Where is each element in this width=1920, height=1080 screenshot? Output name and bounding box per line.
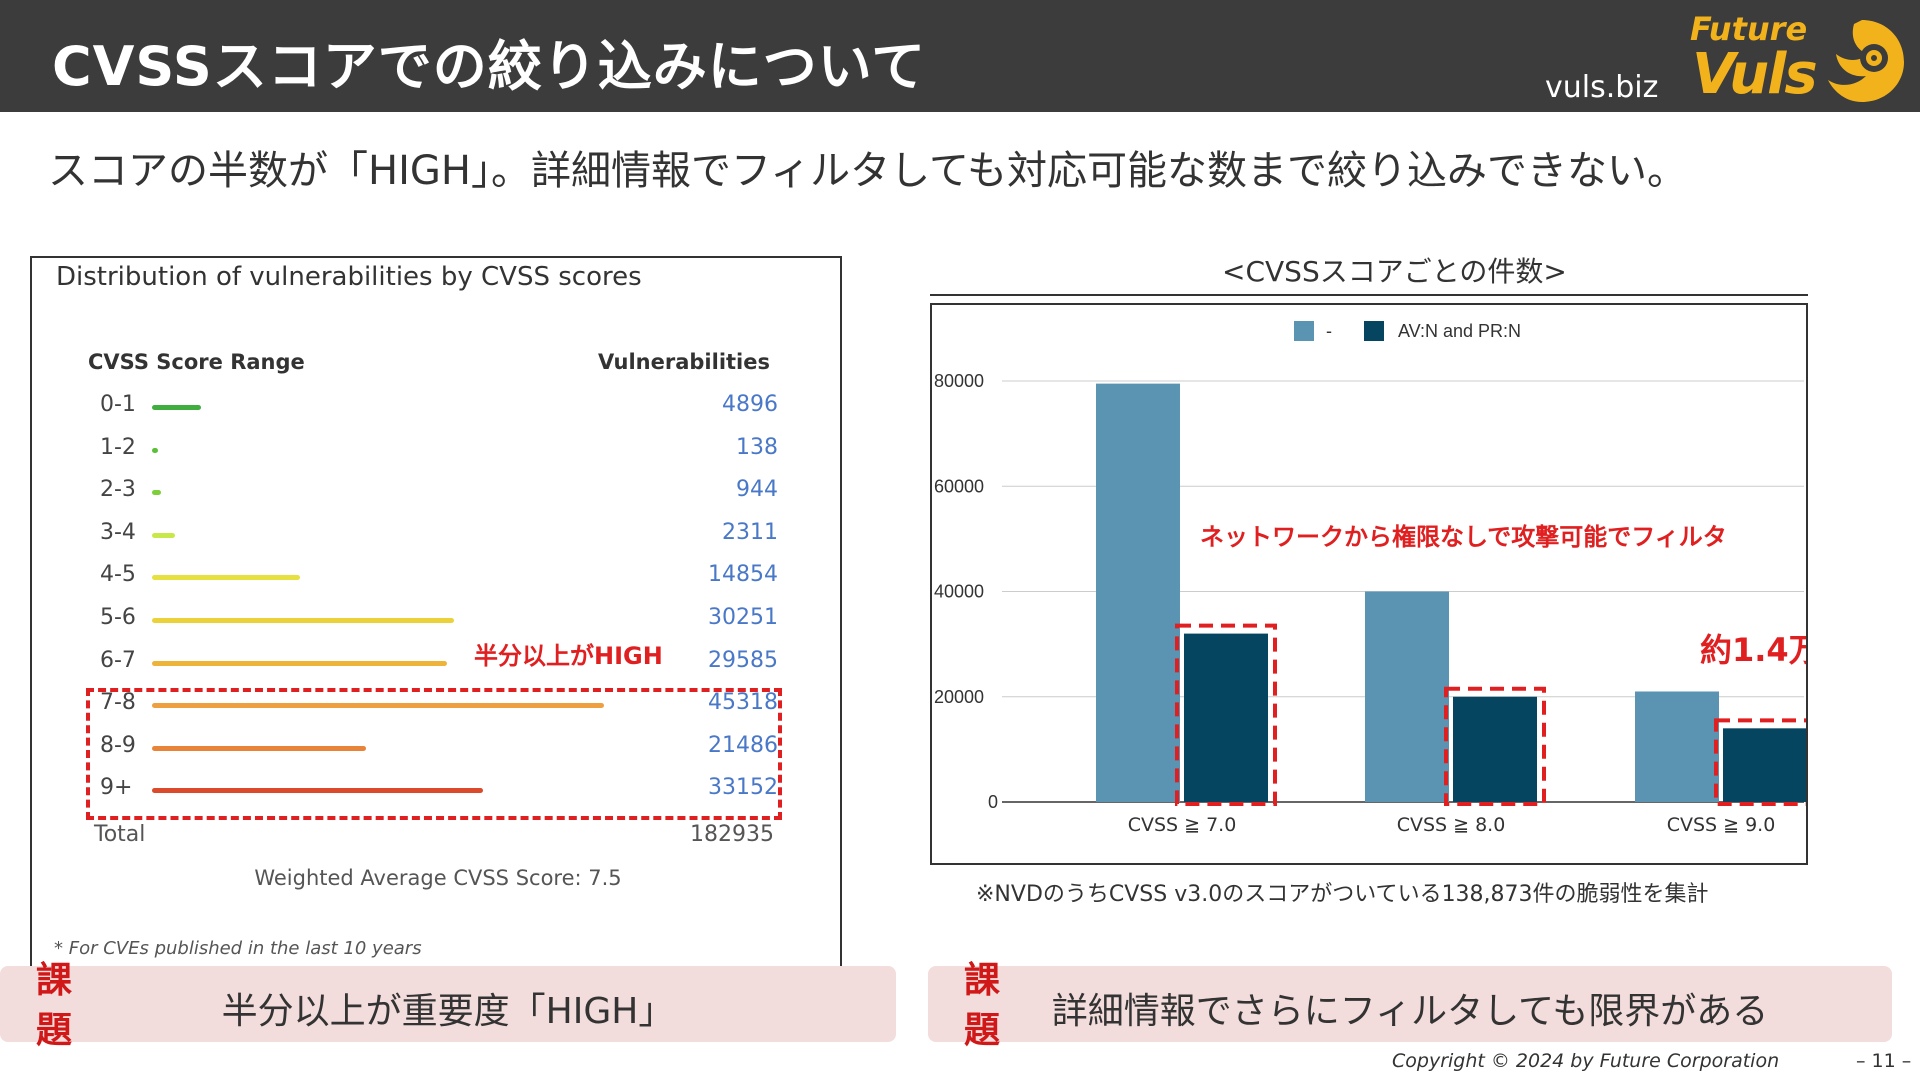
y-tick-label: 80000 xyxy=(934,371,984,391)
range-value: 14854 xyxy=(708,562,778,588)
cvss-bar-chart: 0 20000 40000 60000 80000 - AV:N and PR:N CVSS … xyxy=(934,321,1806,836)
logo-mark-icon xyxy=(1828,20,1904,102)
column-header-range: CVSS Score Range xyxy=(88,350,305,374)
range-value: 4896 xyxy=(722,392,778,417)
bar xyxy=(1723,728,1806,802)
y-tick-label: 60000 xyxy=(934,476,984,496)
distribution-row-7-8: 7-8 45318 xyxy=(32,690,844,724)
problem-box-left: 課題 半分以上が重要度「HIGH」 xyxy=(0,960,896,1051)
problem-box-right: 課題 詳細情報でさらにフィルタしても限界がある xyxy=(928,960,1892,1051)
weighted-average: Weighted Average CVSS Score: 7.5 xyxy=(254,866,622,890)
range-bar xyxy=(152,745,367,751)
range-label: 7-8 xyxy=(100,690,136,716)
distribution-row-6-7: 6-7 29585 xyxy=(32,648,844,682)
x-tick-label: CVSS ≧ 7.0 xyxy=(1128,814,1237,836)
range-bar xyxy=(152,490,162,496)
y-tick-label: 40000 xyxy=(934,582,984,602)
distribution-row-0-1: 0-1 4896 xyxy=(32,392,844,426)
range-label: 5-6 xyxy=(100,605,136,630)
logo-text-top: Future xyxy=(1690,10,1808,48)
column-header-vulnerabilities: Vulnerabilities xyxy=(598,350,770,374)
bar xyxy=(1096,383,1180,802)
problem-text-left: 半分以上が重要度「HIGH」 xyxy=(221,991,675,1032)
distribution-footnote: * For CVEs published in the last 10 year… xyxy=(54,938,422,959)
problem-tag-left: 課題 xyxy=(36,960,73,1051)
chart-title-underline xyxy=(930,294,1808,296)
range-bar xyxy=(152,532,176,538)
range-label: 8-9 xyxy=(100,732,136,758)
highlight-dashed-box xyxy=(1444,686,1546,806)
range-bar xyxy=(152,575,301,581)
range-bar xyxy=(152,703,604,709)
range-value: 33152 xyxy=(708,775,778,801)
range-label: 3-4 xyxy=(100,519,136,545)
count-annotation: 約1.4万件 xyxy=(1700,631,1806,669)
x-tick-label: CVSS ≧ 8.0 xyxy=(1397,814,1506,836)
logo-text-main: Vuls xyxy=(1692,42,1818,107)
range-bar xyxy=(152,660,448,666)
range-bar xyxy=(152,788,483,794)
high-annotation: 半分以上がHIGH xyxy=(474,642,663,670)
range-bar xyxy=(152,405,201,410)
chart-note: ※NVDのうちCVSS v3.0のスコアがついている138,873件の脆弱性を集… xyxy=(976,882,1709,907)
x-tick-label: CVSS ≧ 9.0 xyxy=(1667,814,1776,836)
cvss-distribution-panel: Distribution of vulnerabilities by CVSS … xyxy=(30,256,842,966)
header-bar: CVSSスコアでの絞り込みについて vuls.biz Future Vuls xyxy=(0,0,1920,112)
filter-annotation: ネットワークから権限なしで攻撃可能でフィルタ xyxy=(1200,523,1727,551)
bar xyxy=(1453,696,1537,802)
bar xyxy=(1635,691,1719,802)
range-value: 45318 xyxy=(708,690,778,716)
slide-subtitle: スコアの半数が「HIGH」。詳細情報でフィルタしても対応可能な数まで絞り込みでき… xyxy=(48,148,1687,194)
range-value: 944 xyxy=(736,477,778,503)
distribution-row-3-4: 3-4 2311 xyxy=(32,520,844,554)
range-value: 2311 xyxy=(722,519,778,545)
range-value: 30251 xyxy=(708,605,778,630)
range-value: 29585 xyxy=(708,647,778,673)
bar xyxy=(1365,591,1449,802)
highlight-dashed-box xyxy=(1175,623,1277,806)
range-bar xyxy=(152,447,158,453)
distribution-row-1-2: 1-2 138 xyxy=(32,435,844,469)
future-vuls-logo: Future Vuls xyxy=(1680,6,1920,110)
high-rows-highlight xyxy=(86,688,782,820)
distribution-title: Distribution of vulnerabilities by CVSS … xyxy=(56,262,642,292)
problem-tag-right: 課題 xyxy=(964,960,1001,1051)
highlight-dashed-box xyxy=(1714,718,1806,807)
legend-swatch xyxy=(1364,321,1384,341)
y-tick-label: 20000 xyxy=(934,687,984,707)
site-url: vuls.biz xyxy=(1545,70,1659,105)
page-number: – 11 – xyxy=(1856,1050,1912,1072)
bar xyxy=(1184,633,1268,802)
distribution-row-8-9: 8-9 21486 xyxy=(32,733,844,767)
legend-swatch xyxy=(1294,321,1314,341)
range-label: 2-3 xyxy=(100,477,136,503)
range-label: 0-1 xyxy=(100,392,136,417)
distribution-row-2-3: 2-3 944 xyxy=(32,477,844,511)
problem-text-right: 詳細情報でさらにフィルタしても限界がある xyxy=(1051,991,1769,1032)
range-value: 138 xyxy=(736,434,778,460)
range-label: 9+ xyxy=(100,775,133,801)
legend-label: - xyxy=(1326,321,1332,341)
range-value: 21486 xyxy=(708,732,778,758)
range-label: 1-2 xyxy=(100,434,136,460)
total-label: Total xyxy=(94,822,146,847)
chart-frame: 0 20000 40000 60000 80000 - AV:N and PR:N CVSS … xyxy=(930,303,1808,865)
y-tick-label: 0 xyxy=(988,792,998,812)
copyright: Copyright © 2024 by Future Corporation xyxy=(1392,1050,1780,1072)
distribution-row-5-6: 5-6 30251 xyxy=(32,605,844,639)
slide-title: CVSSスコアでの絞り込みについて xyxy=(52,35,927,98)
range-label: 4-5 xyxy=(100,562,136,588)
range-bar xyxy=(152,618,454,623)
range-label: 6-7 xyxy=(100,647,136,673)
chart-title: <CVSSスコアごとの件数> xyxy=(1222,255,1567,288)
distribution-row-4-5: 4-5 14854 xyxy=(32,562,844,596)
legend-label: AV:N and PR:N xyxy=(1398,321,1521,341)
total-value: 182935 xyxy=(690,822,774,847)
distribution-row-9+: 9+ 33152 xyxy=(32,775,844,809)
